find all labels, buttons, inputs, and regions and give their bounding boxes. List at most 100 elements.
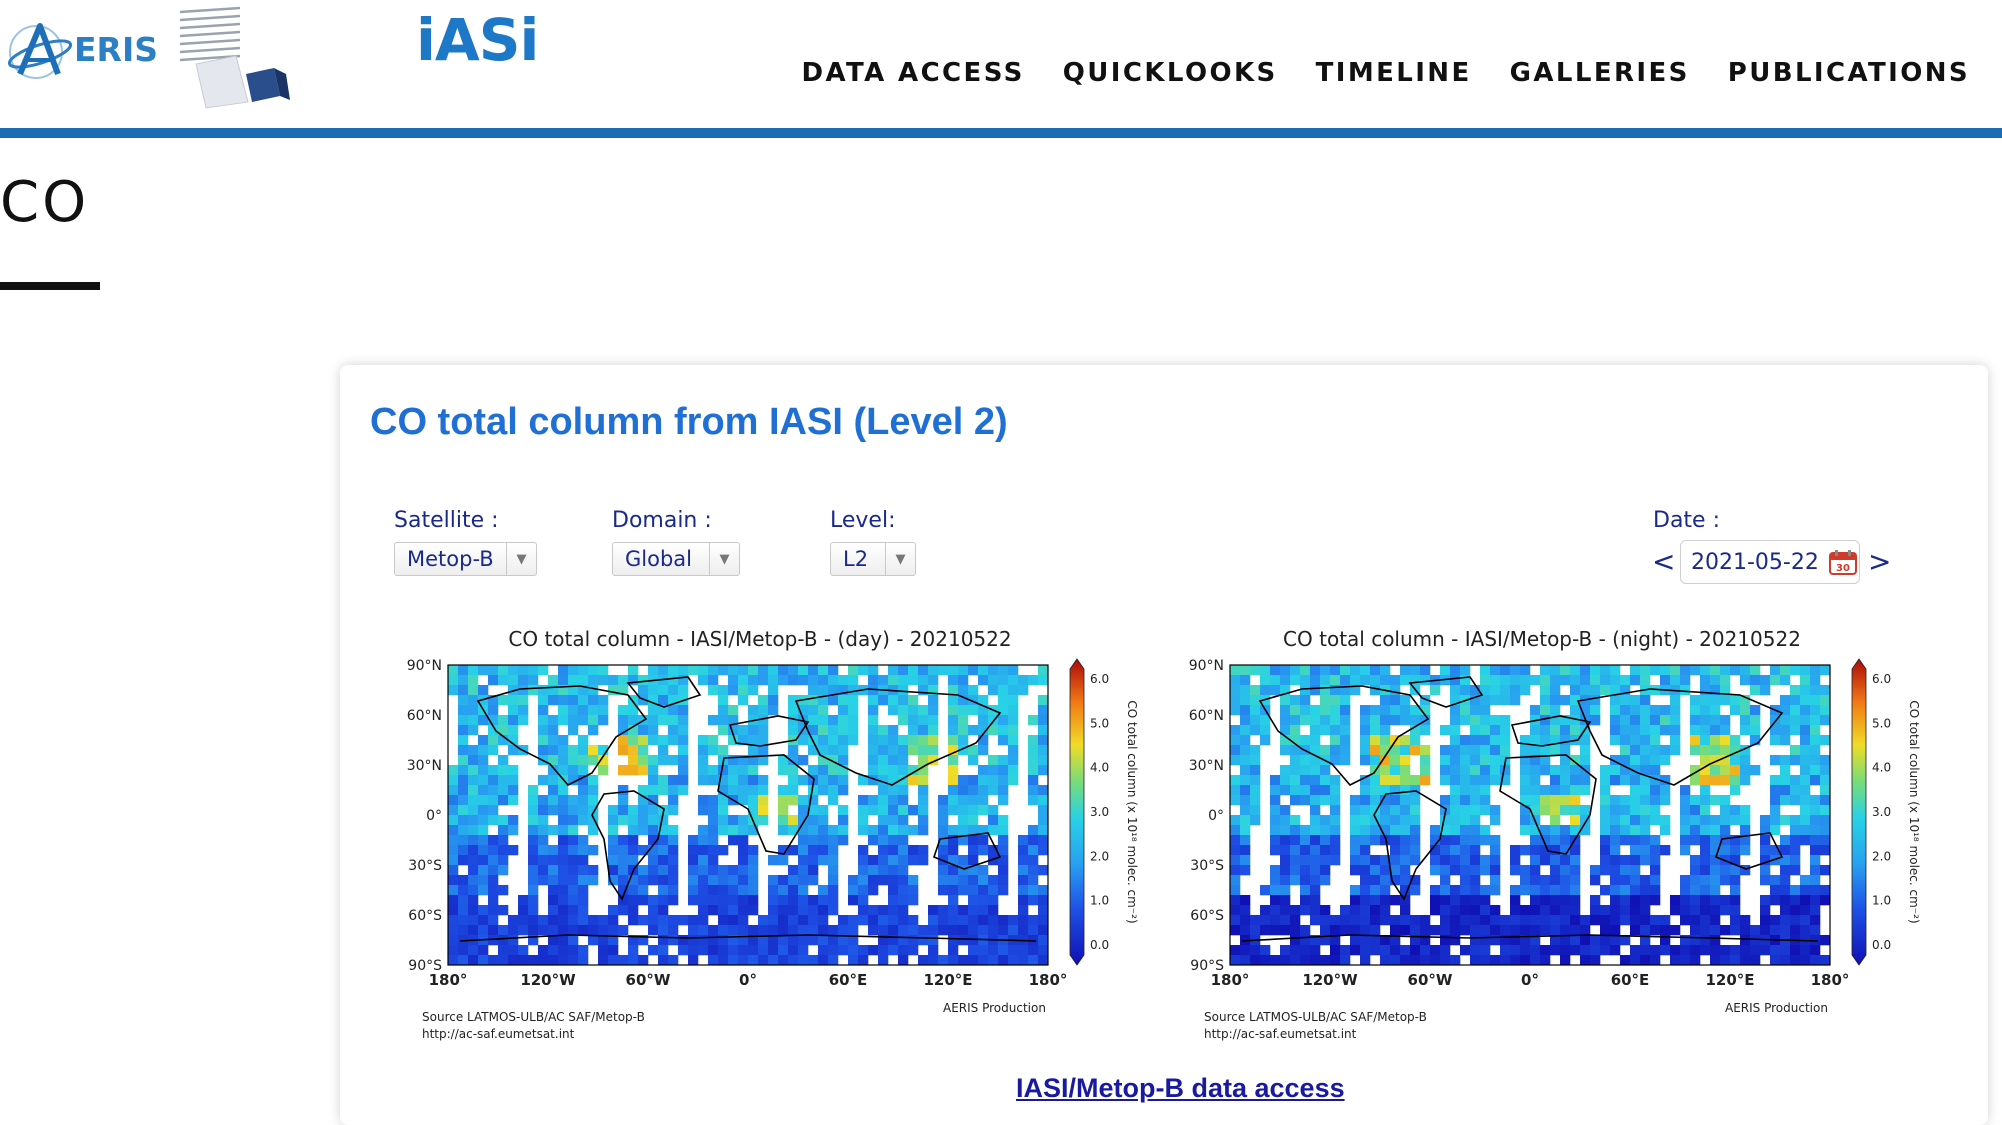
lat-tick-label: 30°N: [1189, 758, 1224, 774]
domain-select-value: Global: [625, 547, 692, 571]
site-header: ERIS iASi DATA ACCESS QUICKLOOKS TIMELIN…: [0, 0, 2002, 128]
colorbar-label: CO total column (x 10¹⁸ molec. cm⁻²): [1125, 700, 1139, 923]
colorbar-tick-label: 3.0: [1872, 805, 1891, 819]
night-map-source-line1: Source LATMOS-ULB/AC SAF/Metop-B: [1204, 1010, 1427, 1024]
domain-select[interactable]: Global ▼: [612, 542, 740, 576]
colorbar-tick-label: 3.0: [1090, 805, 1109, 819]
colorbar-tick-label: 1.0: [1872, 894, 1891, 908]
nav-data-access[interactable]: DATA ACCESS: [801, 58, 1025, 88]
day-map[interactable]: 90°N 60°N 30°N 0° 30°S 60°S 90°S 180° 120°W 60°W 0…: [380, 627, 1140, 1047]
nav-publications[interactable]: PUBLICATIONS: [1727, 58, 1970, 88]
lat-tick-label: 0°: [1208, 808, 1224, 824]
map-frame: [447, 664, 1049, 966]
lat-tick-label: 60°S: [1190, 908, 1224, 924]
lon-tick-label: 0°: [739, 971, 757, 989]
lat-tick-label: 60°N: [1189, 708, 1224, 724]
level-label: Level:: [830, 508, 896, 533]
colorbar-tick-label: 1.0: [1090, 894, 1109, 908]
date-field-value: 2021-05-22: [1691, 549, 1819, 575]
title-underline: [0, 282, 100, 290]
data-access-link[interactable]: IASI/Metop-B data access: [1016, 1073, 1345, 1103]
lon-tick-label: 60°E: [1611, 971, 1650, 989]
lon-tick-label: 180°: [1211, 971, 1250, 989]
iasi-logo-emblem: [179, 6, 290, 109]
lon-tick-label: 120°W: [520, 971, 576, 989]
nav-timeline[interactable]: TIMELINE: [1315, 58, 1472, 88]
colorbar-tick-label: 0.0: [1872, 938, 1891, 952]
date-label: Date :: [1653, 508, 1720, 533]
page-title: CO: [0, 170, 90, 235]
iasi-logo-text: iASi: [416, 6, 539, 74]
lon-tick-label: 180°: [429, 971, 468, 989]
chevron-down-icon: ▼: [709, 543, 739, 575]
lat-tick-label: 90°S: [408, 958, 442, 974]
lon-tick-label: 120°W: [1302, 971, 1358, 989]
lat-tick-label: 0°: [426, 808, 442, 824]
lat-tick-label: 60°S: [408, 908, 442, 924]
satellite-select-value: Metop-B: [407, 547, 494, 571]
date-prev-button[interactable]: <: [1652, 545, 1676, 578]
quicklook-card: CO total column from IASI (Level 2) Sate…: [340, 365, 1988, 1125]
calendar-icon[interactable]: 30: [1829, 549, 1857, 575]
colorbar-tick-label: 2.0: [1872, 849, 1891, 863]
night-map[interactable]: 90°N 60°N 30°N 0° 30°S 60°S 90°S 180° 120°W 60°W 0…: [1162, 627, 1922, 1047]
colorbar-tick-label: 0.0: [1090, 938, 1109, 952]
lat-tick-label: 30°N: [407, 758, 442, 774]
satellite-label: Satellite :: [394, 508, 499, 533]
day-map-source-line2: http://ac-saf.eumetsat.int: [422, 1027, 575, 1041]
domain-label: Domain :: [612, 508, 712, 533]
colorbar-tick-label: 4.0: [1872, 761, 1891, 775]
co-data-layer: [448, 665, 1049, 966]
coastlines: [1241, 676, 1819, 942]
colorbar-tick-label: 6.0: [1090, 672, 1109, 686]
aeris-logo-emblem: [7, 23, 73, 79]
night-map-source: Source LATMOS-ULB/AC SAF/Metop-B http://…: [1204, 1009, 1427, 1043]
night-map-source-line2: http://ac-saf.eumetsat.int: [1204, 1027, 1357, 1041]
iasi-logo[interactable]: iASi: [176, 4, 539, 112]
aeris-logo[interactable]: ERIS: [6, 14, 158, 84]
lon-tick-label: 60°E: [829, 971, 868, 989]
colorbar-tick-label: 4.0: [1090, 761, 1109, 775]
day-map-source-line1: Source LATMOS-ULB/AC SAF/Metop-B: [422, 1010, 645, 1024]
date-next-button[interactable]: >: [1868, 545, 1892, 578]
lat-tick-label: 90°N: [407, 658, 442, 674]
lon-tick-label: 180°: [1029, 971, 1068, 989]
level-select-value: L2: [843, 547, 869, 571]
co-data-layer: [1230, 665, 1831, 966]
satellite-select[interactable]: Metop-B ▼: [394, 542, 537, 576]
lat-tick-label: 30°S: [1190, 858, 1224, 874]
main-nav: DATA ACCESS QUICKLOOKS TIMELINE GALLERIE…: [801, 58, 1970, 88]
colorbar: [1069, 658, 1085, 966]
chevron-down-icon: ▼: [506, 543, 536, 575]
date-field[interactable]: 2021-05-22 30: [1680, 540, 1860, 584]
header-accent-bar: [0, 128, 2002, 138]
colorbar-tick-label: 5.0: [1090, 716, 1109, 730]
lon-tick-label: 180°: [1811, 971, 1850, 989]
nav-galleries[interactable]: GALLERIES: [1509, 58, 1690, 88]
lon-tick-label: 120°E: [1705, 971, 1754, 989]
day-map-production: AERIS Production: [943, 1001, 1046, 1015]
aeris-logo-text: ERIS: [74, 30, 158, 69]
lat-tick-label: 90°N: [1189, 658, 1224, 674]
colorbar-label: CO total column (x 10¹⁸ molec. cm⁻²): [1907, 700, 1921, 923]
calendar-icon-text: 30: [1836, 563, 1850, 574]
coastlines: [459, 676, 1037, 942]
lon-tick-label: 0°: [1521, 971, 1539, 989]
chevron-down-icon: ▼: [885, 543, 915, 575]
night-map-production: AERIS Production: [1725, 1001, 1828, 1015]
nav-quicklooks[interactable]: QUICKLOOKS: [1062, 58, 1278, 88]
night-map-title: CO total column - IASI/Metop-B - (night)…: [1283, 627, 1801, 651]
colorbar-tick-label: 6.0: [1872, 672, 1891, 686]
lon-tick-label: 60°W: [1408, 971, 1453, 989]
card-title: CO total column from IASI (Level 2): [370, 401, 1008, 443]
lon-tick-label: 120°E: [923, 971, 972, 989]
day-map-source: Source LATMOS-ULB/AC SAF/Metop-B http://…: [422, 1009, 645, 1043]
lat-tick-label: 90°S: [1190, 958, 1224, 974]
colorbar: [1851, 658, 1867, 966]
level-select[interactable]: L2 ▼: [830, 542, 916, 576]
colorbar-tick-label: 2.0: [1090, 849, 1109, 863]
day-map-title: CO total column - IASI/Metop-B - (day) -…: [508, 627, 1012, 651]
lat-tick-label: 60°N: [407, 708, 442, 724]
